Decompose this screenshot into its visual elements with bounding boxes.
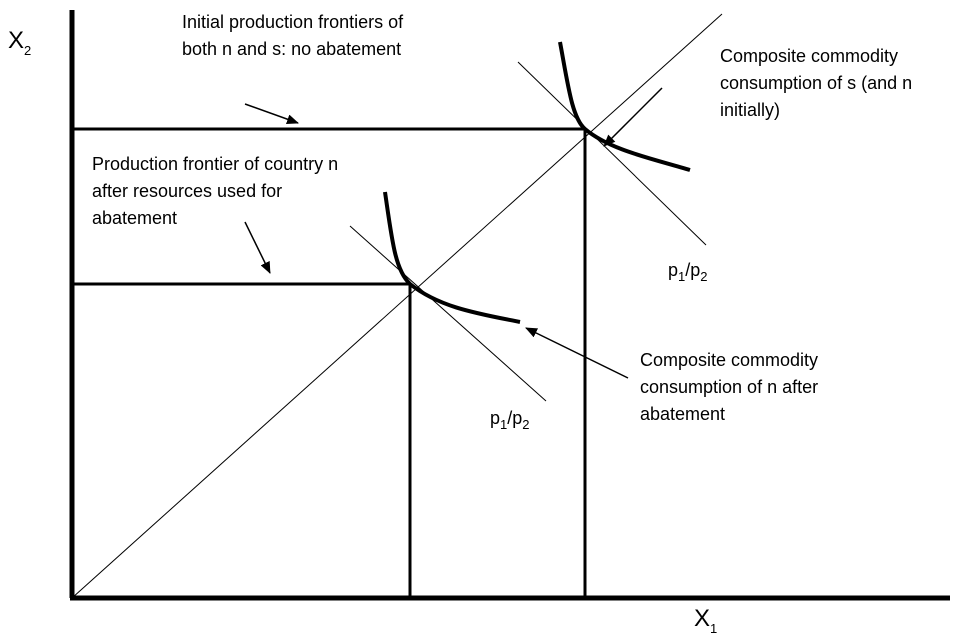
x-axis-label: X1 xyxy=(694,605,717,634)
annotation-line: abatement xyxy=(640,404,725,424)
annotations: Initial production frontiers of both n an… xyxy=(92,12,912,424)
annotation-line: Composite commodity xyxy=(640,350,818,370)
y-axis-label: X2 xyxy=(8,27,31,58)
arrow xyxy=(525,327,629,379)
annotation-line: abatement xyxy=(92,208,177,228)
indifference-inner xyxy=(383,191,521,324)
arrow xyxy=(244,103,299,124)
annotation-line: after resources used for xyxy=(92,181,282,201)
annotation-line: consumption of s (and n xyxy=(720,73,912,93)
diagonal xyxy=(71,13,723,599)
price-line-inner xyxy=(349,225,547,402)
price-label: p1/p2 xyxy=(490,408,530,432)
annotation-line: Composite commodity xyxy=(720,46,898,66)
indifference-outer xyxy=(558,41,691,172)
arrow xyxy=(244,221,271,274)
price-label: p1/p2 xyxy=(668,260,708,284)
arrow xyxy=(603,87,663,147)
price-line-outer xyxy=(517,61,707,246)
annotation-line: Production frontier of country n xyxy=(92,154,338,174)
annotation-line: Initial production frontiers of xyxy=(182,12,404,32)
annotation-line: initially) xyxy=(720,100,780,120)
annotation-line: consumption of n after xyxy=(640,377,818,397)
lines xyxy=(69,10,950,601)
annotation-line: both n and s: no abatement xyxy=(182,39,401,59)
